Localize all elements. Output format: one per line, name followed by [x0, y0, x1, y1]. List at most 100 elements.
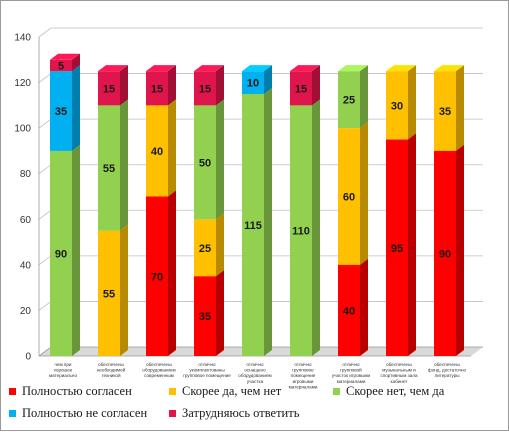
x-tick-label-line: групповой	[340, 367, 362, 373]
x-tick-label: обеспечены оборудованием современным	[142, 362, 175, 378]
bar-stack: 115 10	[242, 65, 272, 356]
bar-segment-side	[120, 224, 128, 356]
x-tick-label: обеспечены музыкальным и спортивным зала ка…	[380, 362, 418, 384]
bar-segment	[386, 139, 408, 356]
bar-segment-side	[72, 144, 80, 356]
bar-segment-side	[312, 65, 320, 106]
data-label: 35	[439, 106, 451, 118]
data-label: 15	[199, 83, 211, 95]
bar-segment	[338, 128, 360, 265]
data-label: 15	[103, 83, 115, 95]
data-label: 15	[295, 83, 307, 95]
x-tick-label: отлично групповой участок игровыми материал…	[332, 362, 371, 384]
x-tick-label-line: игровыми	[293, 379, 314, 384]
bar-segment	[434, 71, 456, 151]
bar-segment	[98, 230, 120, 356]
legend-entry: Полностью согласен	[9, 384, 132, 399]
bar-segment-top	[434, 65, 464, 72]
bar-segment	[338, 71, 360, 129]
data-label: 50	[199, 157, 211, 169]
data-label: 25	[343, 95, 355, 107]
bar-stack: 90 35	[434, 65, 464, 356]
x-tick-label-line: групповое помещение	[183, 373, 231, 378]
x-tick-label-line: оборудованием	[142, 368, 175, 373]
x-tick-label-line: обеспечены	[146, 362, 172, 367]
data-label: 5	[58, 60, 64, 72]
bar-segment	[146, 196, 168, 356]
bar-segment-side	[72, 53, 80, 72]
data-label: 10	[247, 78, 259, 90]
bar-stack: 35 25 50 15	[194, 65, 224, 356]
x-tick-label-line: материалами	[289, 384, 318, 389]
x-tick-label-line: кабинет	[391, 379, 409, 384]
bar-stack: 70 40 15	[146, 65, 176, 356]
bar-segment-side	[312, 99, 320, 356]
legend-entry: Затрудняюсь ответить	[169, 406, 299, 421]
data-label: 35	[199, 311, 211, 323]
bar-segment	[434, 150, 456, 356]
data-label: 15	[151, 83, 163, 95]
data-label: 60	[343, 192, 355, 204]
x-tick-label-line: оснащено	[244, 368, 266, 373]
bar-segment	[338, 264, 360, 356]
bar-segment-side	[216, 213, 224, 277]
data-label: 90	[439, 248, 451, 260]
bar-segment	[290, 71, 312, 106]
data-label: 115	[244, 220, 262, 232]
y-tick-label: 140	[14, 33, 31, 44]
x-tick-label: отлично групповое помещение игровыми материа…	[289, 362, 318, 389]
bar-segment-side	[264, 87, 272, 356]
bar-segment-top	[194, 65, 224, 72]
x-tick-label-line: групповое	[292, 368, 314, 373]
legend-swatch	[169, 410, 176, 417]
x-tick-label-line: отлично	[246, 362, 264, 367]
legend-label: Скорее нет, чем да	[346, 384, 445, 398]
x-tick-label-line: оборудованием	[238, 373, 271, 378]
bar-segment-side	[264, 65, 272, 94]
bar-segment	[50, 59, 72, 72]
bar-segment-side	[216, 65, 224, 106]
x-tick-label-line: укомплектованы	[189, 368, 224, 373]
x-tick-label-line: необходимой	[97, 367, 126, 373]
bar-segment	[146, 71, 168, 106]
bar-segment	[194, 219, 216, 277]
legend-swatch	[9, 410, 16, 417]
x-tick-label: обеспечены необходимой техникой	[97, 362, 126, 378]
legend-entry: Скорее нет, чем да	[333, 384, 444, 399]
bar-segment-side	[216, 270, 224, 356]
data-label: 40	[343, 305, 355, 317]
bar-segment-side	[360, 258, 368, 356]
bar-segment-side	[456, 144, 464, 356]
bar-stack: 110 15	[290, 65, 320, 356]
x-tick-label: отлично оснащено оборудованием участка	[238, 362, 271, 384]
bar-stack: 95 30	[386, 65, 416, 356]
y-tick-label: 60	[20, 215, 32, 226]
bar-segment	[194, 71, 216, 106]
bar-segment-top	[290, 65, 320, 72]
bar-segment-top	[146, 65, 176, 72]
data-label: 110	[292, 226, 310, 238]
data-label: 35	[55, 106, 67, 118]
legend-label: Полностью не согласен	[22, 406, 148, 420]
bar-segment	[98, 71, 120, 106]
data-label: 95	[391, 243, 403, 255]
x-tick-label-line: участка	[247, 379, 264, 384]
data-label: 30	[391, 100, 403, 112]
y-tick-label: 20	[20, 306, 32, 317]
gridline	[38, 27, 483, 38]
bar-stack: 40 60 25	[338, 65, 368, 356]
x-tick-label-line: фонд, достаточно	[428, 368, 467, 373]
bar-segment	[290, 105, 312, 356]
x-tick-label-line: помещение	[291, 373, 316, 378]
x-tick-label-line: материально	[49, 373, 78, 378]
legend-label: Затрудняюсь ответить	[182, 406, 300, 420]
bar-segment-top	[50, 53, 80, 60]
x-tick-label-line: техникой	[101, 372, 121, 378]
x-tick-label-line: обеспечены	[434, 362, 460, 367]
x-tick-label: обеспечены фонд, достаточно литературы	[428, 362, 467, 378]
x-tick-label-line: хорошее	[54, 368, 73, 373]
bar-segment	[98, 105, 120, 231]
x-tick-label-line: обеспечены	[386, 362, 412, 367]
